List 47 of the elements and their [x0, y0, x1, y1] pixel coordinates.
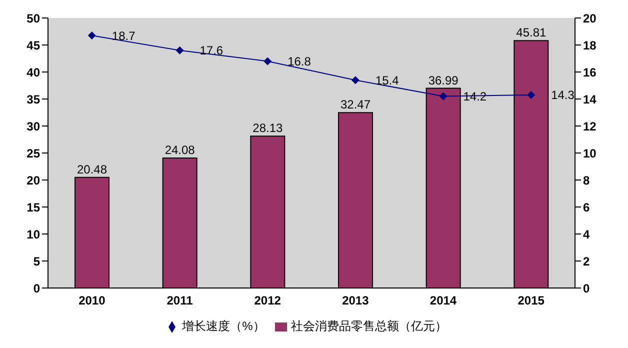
y-tick-label: 0: [33, 281, 40, 296]
legend-label: 社会消费品零售总额（亿元）: [290, 319, 447, 333]
data-label: 45.81: [516, 26, 547, 40]
y2-tick-label: 0: [583, 281, 590, 296]
data-label: 24.08: [164, 142, 196, 157]
legend-label: 增长速度（%）: [182, 319, 265, 333]
data-label: 17.6: [200, 44, 224, 58]
point: [527, 90, 536, 99]
y2-tick-label: 16: [583, 65, 597, 80]
data-label: 36.99: [428, 73, 459, 88]
y-tick-label: 40: [26, 65, 40, 80]
x-tick-label: 2014: [430, 294, 457, 308]
data-label: 15.4: [375, 73, 400, 88]
y2-tick-label: 6: [583, 200, 590, 214]
y-tick-label: 20: [26, 173, 40, 188]
y2-tick-label: 4: [583, 227, 590, 242]
x-tick-label: 2013: [342, 294, 370, 308]
y2-tick-label: 12: [583, 119, 597, 134]
point: [88, 32, 96, 40]
x-tick-label: 2011: [166, 294, 194, 308]
y-tick-label: 50: [26, 11, 40, 26]
y2-tick-label: 10: [583, 146, 597, 160]
y-tick-label: 10: [26, 227, 40, 242]
y-tick-label: 15: [26, 200, 40, 214]
y2-tick-label: 8: [583, 173, 590, 188]
point: [176, 46, 184, 54]
data-label: 28.13: [252, 121, 284, 136]
data-label: 18.7: [112, 28, 136, 43]
point: [439, 92, 448, 100]
y-tick-label: 45: [26, 38, 40, 52]
x-tick-label: 2015: [518, 294, 545, 308]
y2-tick-label: 20: [583, 11, 597, 26]
point: [351, 76, 360, 84]
y2-tick-label: 14: [583, 92, 597, 106]
y2-tick-label: 18: [583, 38, 597, 52]
data-label: 32.47: [340, 98, 371, 112]
data-label: 16.8: [288, 54, 312, 68]
y-tick-label: 35: [26, 92, 40, 106]
data-label: 14.3: [551, 88, 575, 102]
y-tick-label: 5: [33, 254, 40, 268]
y2-tick-label: 2: [583, 254, 590, 268]
y-tick-label: 30: [26, 119, 40, 134]
point: [264, 57, 272, 66]
data-label: 20.48: [76, 162, 108, 176]
x-tick-label: 2010: [78, 294, 106, 308]
y-tick-label: 25: [26, 146, 40, 160]
x-tick-label: 2012: [254, 294, 282, 308]
